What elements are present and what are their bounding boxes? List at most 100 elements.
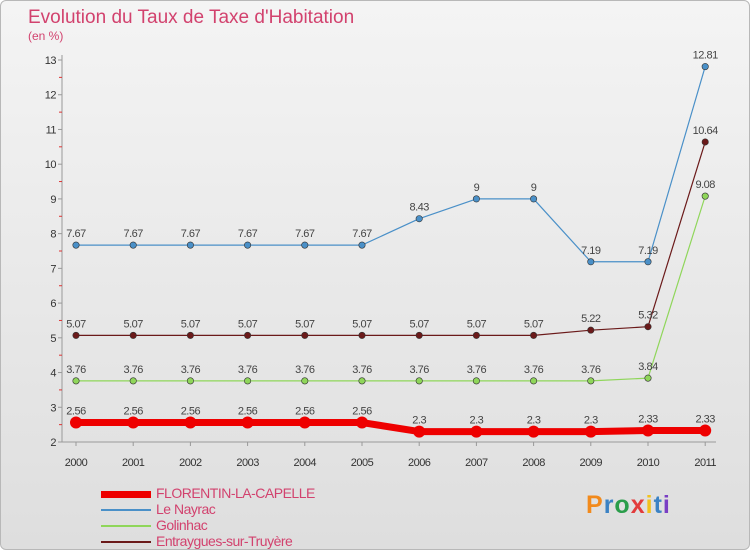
data-label: 7.67 xyxy=(123,228,143,240)
data-label: 3.76 xyxy=(409,364,429,376)
legend-label: Golinhac xyxy=(156,517,208,533)
chart-unit-label: (en %) xyxy=(28,29,64,43)
data-point xyxy=(129,377,137,385)
data-label: 2.56 xyxy=(66,406,86,418)
data-label: 7.67 xyxy=(238,228,258,240)
series-line xyxy=(75,195,706,382)
data-label: 7.67 xyxy=(181,228,201,240)
data-label: 2.3 xyxy=(412,415,426,427)
data-point xyxy=(587,377,595,385)
legend-swatch xyxy=(101,490,151,498)
data-label: 2.33 xyxy=(695,414,715,426)
x-tick-label: 2003 xyxy=(236,457,259,469)
data-label: 3.76 xyxy=(123,364,143,376)
data-label: 2.56 xyxy=(352,406,372,418)
data-label: 5.07 xyxy=(352,318,372,330)
data-point xyxy=(530,331,538,339)
data-label: 9 xyxy=(474,182,480,194)
legend-swatch xyxy=(101,509,151,511)
data-point xyxy=(642,424,654,437)
x-tick-label: 2004 xyxy=(294,457,317,469)
data-label: 3.76 xyxy=(524,364,544,376)
data-point xyxy=(472,195,480,203)
data-point xyxy=(127,416,140,429)
data-label: 7.67 xyxy=(66,228,86,240)
data-point xyxy=(472,331,480,339)
data-point xyxy=(701,192,709,200)
x-tick-label: 2009 xyxy=(580,457,603,469)
y-tick-label: 5 xyxy=(50,333,56,345)
x-tick-label: 2010 xyxy=(637,457,660,469)
legend-label: Le Nayrac xyxy=(156,501,216,517)
x-tick-label: 2001 xyxy=(122,457,145,469)
data-point xyxy=(415,377,423,385)
x-tick-label: 2002 xyxy=(179,457,202,469)
data-label: 5.07 xyxy=(295,318,315,330)
data-point xyxy=(530,195,538,203)
data-label: 5.07 xyxy=(409,318,429,330)
data-point xyxy=(358,331,366,339)
data-label: 3.76 xyxy=(181,364,201,376)
data-label: 5.32 xyxy=(638,310,658,322)
data-label: 2.56 xyxy=(181,406,201,418)
chart-axes: 2 3 4 5 6 7 8 9 10 11 12 13 2000 2001 2002 2003 2004 2005… xyxy=(45,55,717,469)
data-label: 2.33 xyxy=(638,414,658,426)
y-tick-label: 7 xyxy=(50,263,56,275)
data-point xyxy=(129,241,137,249)
data-label: 3.76 xyxy=(295,364,315,376)
x-tick-label: 2007 xyxy=(465,457,488,469)
data-point xyxy=(301,241,309,249)
legend-item: Golinhac xyxy=(101,517,401,534)
data-label: 2.3 xyxy=(527,415,541,427)
data-point xyxy=(701,63,709,71)
data-label: 2.56 xyxy=(238,406,258,418)
data-label: 2.56 xyxy=(123,406,143,418)
proxiti-logo: Proxiti xyxy=(586,491,671,520)
data-label: 7.67 xyxy=(295,228,315,240)
y-tick-label: 11 xyxy=(46,124,57,136)
data-label: 5.22 xyxy=(581,313,601,325)
y-tick-label: 3 xyxy=(50,402,56,414)
data-point xyxy=(415,215,423,223)
data-label: 3.76 xyxy=(581,364,601,376)
data-point xyxy=(241,416,254,429)
legend-item: Entraygues-sur-Truyère xyxy=(101,533,401,549)
data-point xyxy=(701,138,709,146)
y-tick-label: 12 xyxy=(45,90,57,102)
data-label: 7.19 xyxy=(638,245,658,257)
logo-letter: r xyxy=(603,491,615,519)
data-point xyxy=(415,331,423,339)
x-tick-label: 2000 xyxy=(65,457,88,469)
x-tick-label: 2005 xyxy=(351,457,374,469)
data-label: 5.07 xyxy=(66,318,86,330)
data-point xyxy=(470,425,483,438)
y-tick-label: 8 xyxy=(50,229,56,241)
legend-item: FLORENTIN-LA-CAPELLE xyxy=(101,485,401,502)
legend-label: FLORENTIN-LA-CAPELLE xyxy=(156,485,315,501)
data-point xyxy=(186,377,194,385)
data-point xyxy=(186,241,194,249)
data-label: 5.07 xyxy=(524,318,544,330)
data-label: 2.56 xyxy=(295,406,315,418)
data-label: 3.76 xyxy=(238,364,258,376)
data-point xyxy=(184,416,197,429)
data-label: 5.07 xyxy=(467,318,487,330)
data-point xyxy=(587,258,595,266)
series-line xyxy=(75,65,706,263)
data-point xyxy=(70,416,82,429)
data-label: 3.76 xyxy=(352,364,372,376)
data-point xyxy=(301,331,309,339)
data-point xyxy=(358,241,366,249)
y-tick-label: 4 xyxy=(50,368,56,380)
data-label: 5.07 xyxy=(181,318,201,330)
data-point xyxy=(301,377,309,385)
data-point xyxy=(413,425,426,438)
data-labels-layer: 7.67 7.67 7.67 7.67 7.67 7.67 8.43 9 9 7.19 7.19 12… xyxy=(66,50,718,427)
legend-label: Entraygues-sur-Truyère xyxy=(156,533,293,549)
data-label: 5.07 xyxy=(123,318,143,330)
legend: FLORENTIN-LA-CAPELLE Le Nayrac Golinhac Ent… xyxy=(101,485,401,549)
legend-swatch xyxy=(101,525,151,527)
y-tick-label: 9 xyxy=(50,194,56,206)
